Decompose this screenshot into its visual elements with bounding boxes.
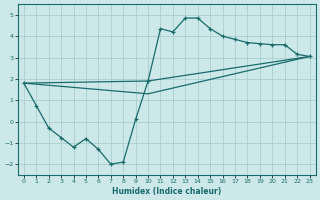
X-axis label: Humidex (Indice chaleur): Humidex (Indice chaleur) — [112, 187, 221, 196]
